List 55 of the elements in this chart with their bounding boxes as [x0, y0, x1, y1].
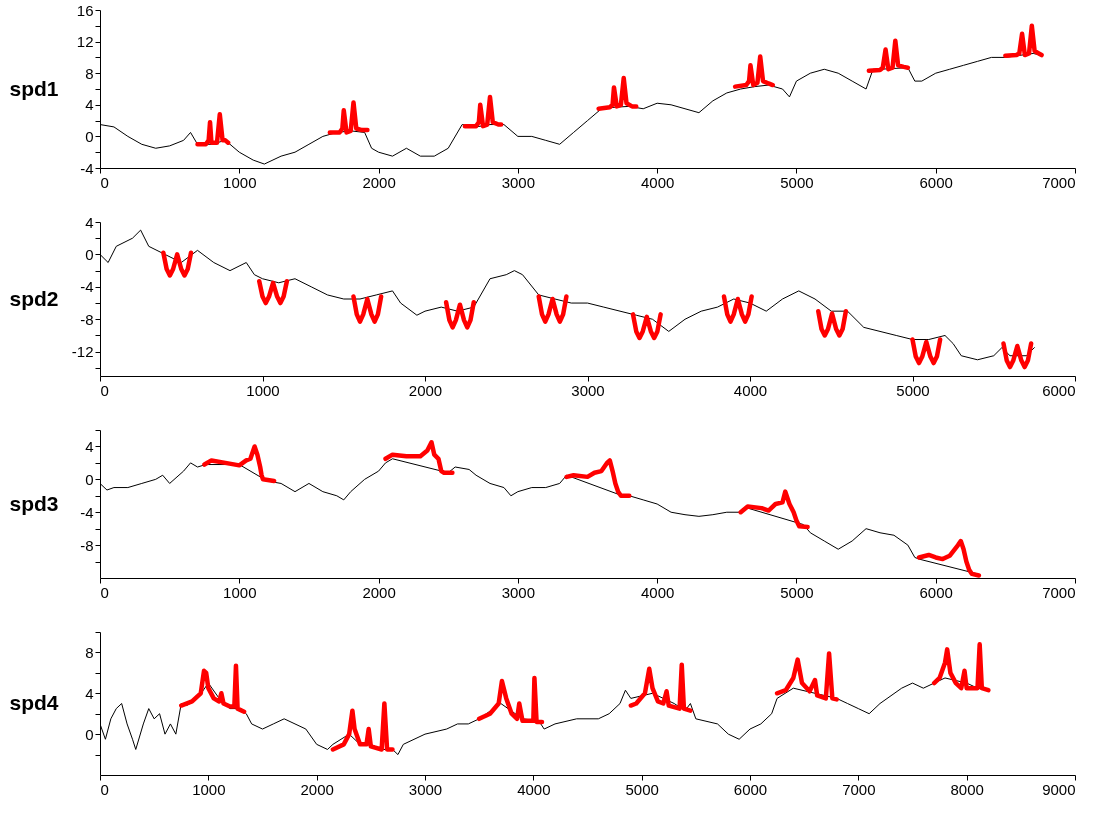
x-tick-label: 0: [100, 583, 109, 601]
y-tick-label: -4: [80, 503, 94, 521]
x-tick-label: 5000: [780, 173, 814, 191]
x-tick-label: 1000: [246, 381, 280, 399]
x-tick-label: 3000: [501, 173, 536, 191]
y-tick-label: 4: [85, 684, 94, 702]
y-tick-label: 16: [76, 1, 94, 19]
x-tick-label: 1000: [223, 173, 257, 191]
x-tick-label: 2000: [362, 583, 396, 601]
x-tick-label: 6000: [919, 173, 953, 191]
x-tick-label: 0: [100, 780, 109, 798]
x-tick-label: 6000: [733, 780, 768, 798]
x-tick-label: 3000: [501, 583, 536, 601]
y-axis-title: spd4: [9, 691, 59, 714]
x-tick-label: 9000: [1042, 780, 1076, 798]
x-tick-label: 0: [100, 173, 109, 191]
y-tick-label: -8: [80, 536, 94, 554]
x-tick-label: 2000: [300, 780, 334, 798]
y-tick-label: 0: [85, 470, 94, 488]
x-tick-label: 4000: [733, 381, 768, 399]
x-tick-label: 5000: [896, 381, 930, 399]
x-tick-label: 2000: [362, 173, 396, 191]
y-axis-title: spd1: [9, 76, 59, 100]
y-tick-label: -12: [71, 343, 94, 361]
x-tick-label: 3000: [571, 381, 605, 399]
y-tick-label: 12: [76, 33, 94, 51]
x-tick-label: 6000: [919, 583, 953, 601]
y-tick-label: 4: [85, 437, 94, 455]
x-tick-label: 5000: [780, 583, 814, 601]
x-tick-label: 7000: [1042, 173, 1076, 191]
y-tick-label: 4: [85, 213, 94, 231]
x-tick-label: 1000: [223, 583, 257, 601]
x-tick-label: 6000: [1042, 381, 1076, 399]
y-tick-label: 8: [85, 643, 94, 661]
y-axis-title: spd3: [9, 491, 59, 515]
y-tick-label: -4: [80, 159, 94, 177]
x-tick-label: 4000: [640, 173, 675, 191]
x-tick-label: 0: [100, 381, 109, 399]
y-tick-label: 0: [85, 127, 94, 145]
x-tick-label: 3000: [408, 780, 443, 798]
x-tick-label: 7000: [1042, 583, 1076, 601]
y-tick-label: 4: [85, 96, 94, 114]
x-tick-label: 7000: [842, 780, 876, 798]
y-axis-title: spd2: [9, 286, 59, 310]
y-tick-label: 0: [85, 245, 94, 263]
x-tick-label: 1000: [192, 780, 226, 798]
y-tick-label: 8: [85, 64, 94, 82]
y-tick-label: -8: [80, 310, 94, 328]
y-tick-label: 0: [85, 725, 94, 743]
x-tick-label: 2000: [408, 381, 443, 399]
x-tick-label: 5000: [625, 780, 659, 798]
x-tick-label: 4000: [517, 780, 551, 798]
x-tick-label: 8000: [950, 780, 984, 798]
x-tick-label: 4000: [640, 583, 675, 601]
y-tick-label: -4: [80, 278, 94, 296]
